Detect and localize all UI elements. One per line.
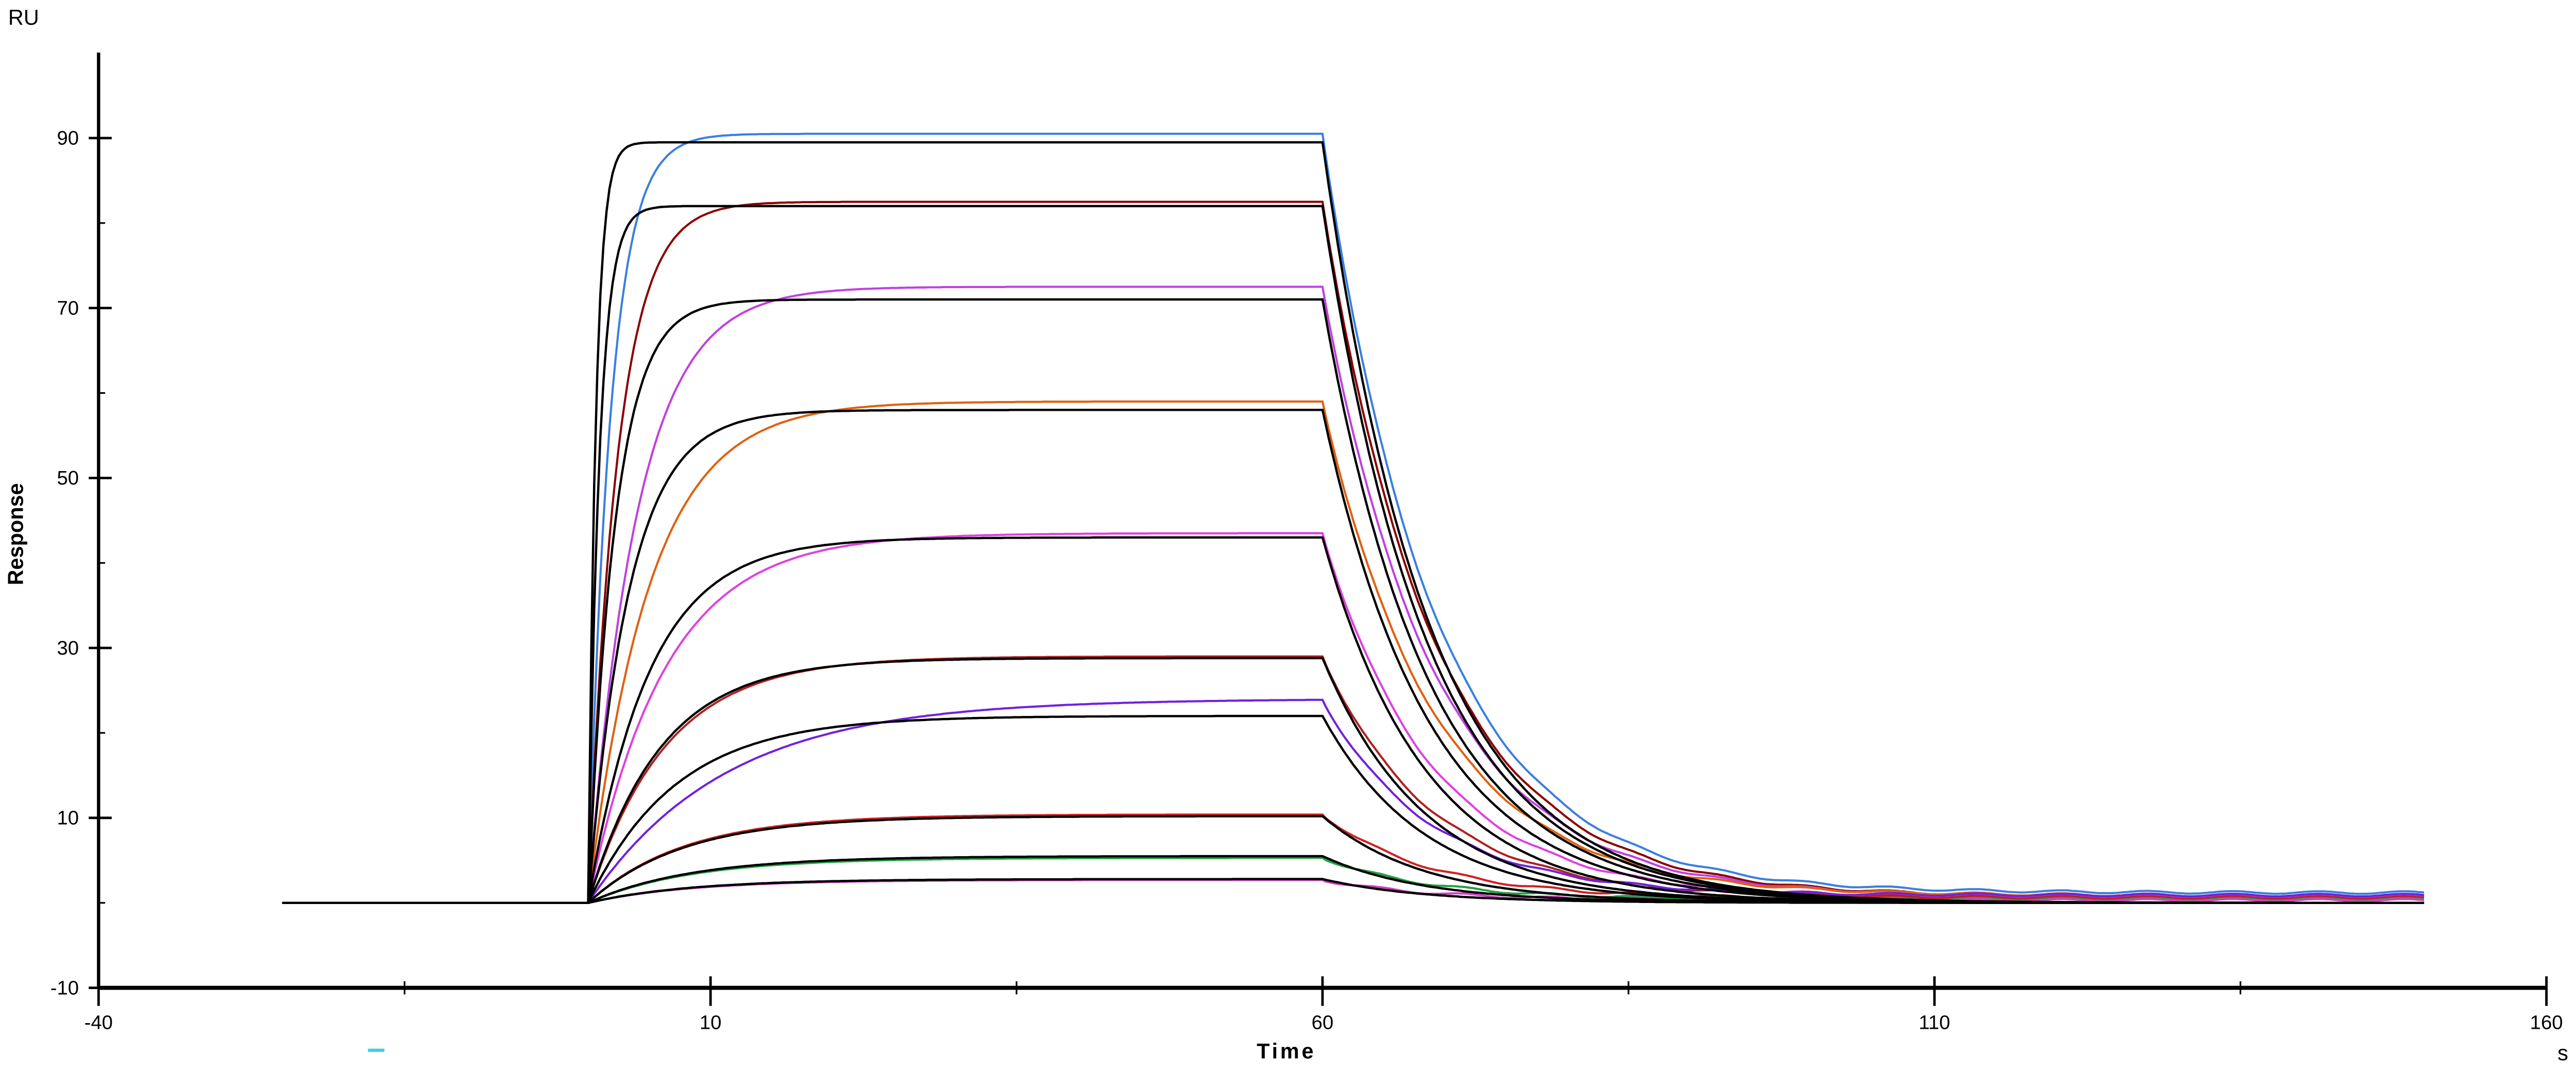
- y-tick-label: 70: [57, 297, 79, 319]
- data-curve-1: [282, 132, 2425, 904]
- axes: [97, 53, 2547, 990]
- y-tick-label: 10: [57, 807, 79, 829]
- y-tick-label: 50: [57, 467, 79, 489]
- ticks: -40 10 60 110 160 90 70 50 30 10 -10: [50, 127, 2563, 1034]
- y-tick-label: -10: [50, 977, 79, 999]
- y-tick-label: 30: [57, 637, 79, 659]
- fit-curve-10: [282, 878, 2425, 904]
- legend-marker-icon: [368, 1048, 385, 1052]
- curves: [282, 132, 2425, 904]
- y-axis-title: Response: [4, 483, 28, 585]
- y-unit-label: RU: [8, 5, 39, 29]
- fit-curve-6: [282, 657, 2425, 904]
- x-tick-label: 10: [700, 1011, 722, 1033]
- x-tick-label: -40: [84, 1011, 113, 1033]
- x-tick-label: 160: [2530, 1011, 2563, 1033]
- y-tick-label: 90: [57, 127, 79, 149]
- x-tick-label: 60: [1312, 1011, 1334, 1033]
- x-axis-title: Time: [1257, 1039, 1316, 1063]
- data-curve-6: [282, 655, 2425, 904]
- x-tick-label: 110: [1919, 1011, 1950, 1033]
- x-unit-label: s: [2557, 1041, 2568, 1065]
- data-curve-7: [282, 698, 2425, 904]
